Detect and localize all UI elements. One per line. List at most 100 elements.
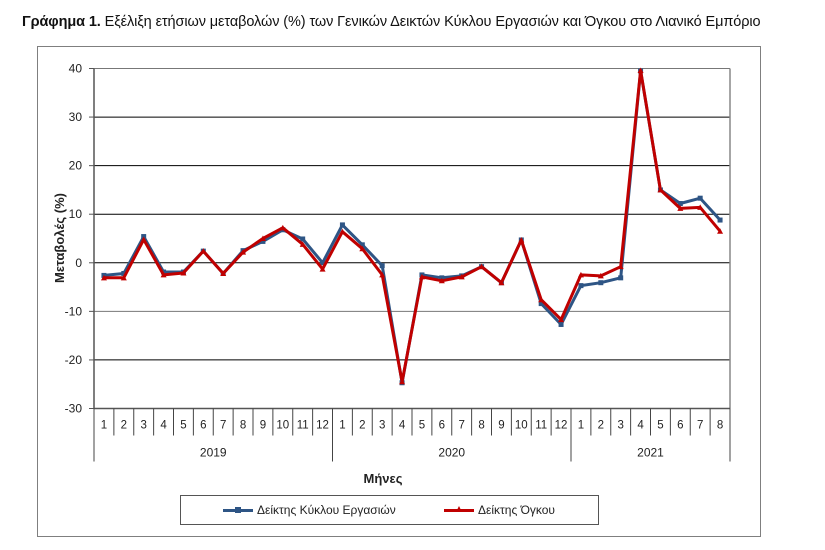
volume-data-point: [100, 274, 107, 281]
turnover-data-point: [558, 321, 564, 327]
volume-series-line-icon: [444, 505, 474, 512]
volume-data-point: [458, 273, 465, 280]
x-tick-label: 10: [276, 420, 289, 432]
volume-data-point: [657, 186, 664, 193]
volume-data-point: [399, 378, 406, 385]
volume-data-point: [240, 249, 247, 255]
x-tick-label: 3: [379, 420, 385, 432]
x-tick-label: 7: [220, 420, 226, 432]
x-tick-label: 11: [297, 420, 309, 432]
x-tick-label: 3: [617, 420, 623, 432]
volume-data-point: [637, 67, 644, 73]
volume-data-point: [200, 248, 207, 254]
volume-data-point: [359, 245, 366, 252]
y-tick-label: 0: [75, 256, 82, 270]
x-tick-label: 5: [180, 420, 186, 432]
x-tick-label: 12: [316, 420, 329, 432]
volume-data-point: [597, 272, 604, 279]
y-tick-label: 30: [69, 110, 83, 124]
y-tick-label: -20: [65, 353, 83, 367]
x-tick-label: 1: [101, 420, 107, 432]
x-tick-label: 8: [717, 420, 723, 432]
volume-data-point: [617, 263, 624, 270]
chart-frame: [37, 46, 761, 537]
volume-data-point: [518, 236, 525, 243]
x-tick-label: 11: [535, 420, 547, 432]
x-tick-label: 6: [439, 420, 445, 432]
turnover-data-point: [618, 275, 624, 281]
volume-data-point: [339, 228, 346, 235]
y-tick-label: 10: [69, 207, 83, 221]
volume-data-point: [140, 236, 147, 242]
year-label: 2019: [200, 446, 227, 460]
x-tick-label: 2: [121, 420, 127, 432]
turnover-data-point: [697, 195, 703, 201]
volume-data-point: [438, 277, 445, 284]
year-label: 2021: [637, 446, 664, 460]
chart-title-number: Γράφημα 1.: [22, 14, 101, 30]
volume-data-point: [498, 279, 505, 286]
turnover-data-point: [717, 217, 723, 223]
volume-data-point: [478, 263, 485, 270]
turnover-data-point: [320, 260, 326, 266]
volume-data-point: [717, 228, 724, 234]
volume-data-point: [180, 269, 187, 276]
x-tick-label: 5: [657, 420, 663, 432]
year-label: 2020: [438, 446, 465, 460]
legend-item-volume: Δείκτης Όγκου: [444, 503, 555, 517]
x-tick-label: 7: [697, 420, 703, 432]
x-axis-title: Μήνες: [364, 471, 403, 486]
volume-data-point: [379, 271, 386, 278]
x-tick-label: 2: [359, 420, 365, 432]
x-tick-label: 8: [240, 420, 246, 432]
volume-series-line: [103, 68, 722, 384]
volume-data-point: [677, 205, 684, 211]
volume-data-point: [538, 296, 545, 303]
square-marker-icon: [235, 507, 241, 513]
turnover-data-point: [121, 270, 127, 276]
x-tick-label: 6: [677, 420, 683, 432]
volume-data-point: [558, 316, 565, 323]
legend: Δείκτης Κύκλου Εργασιών Δείκτης Όγκου: [180, 495, 599, 525]
x-tick-label: 9: [260, 420, 266, 432]
legend-label-volume: Δείκτης Όγκου: [478, 503, 555, 517]
x-tick-label: 1: [578, 420, 584, 432]
volume-data-point: [279, 224, 286, 231]
y-axis-title: Μεταβολές (%): [52, 193, 67, 283]
turnover-data-point: [598, 280, 604, 286]
volume-data-point: [319, 266, 326, 272]
y-tick-label: -10: [65, 304, 83, 318]
y-tick-label: 20: [69, 159, 83, 173]
turnover-data-point: [359, 242, 365, 248]
legend-label-turnover: Δείκτης Κύκλου Εργασιών: [257, 503, 396, 517]
x-tick-label: 10: [515, 420, 528, 432]
turnover-series-line-icon: [223, 507, 253, 513]
x-tick-label: 6: [200, 420, 206, 432]
turnover-data-point: [260, 238, 266, 244]
turnover-data-point: [300, 236, 306, 242]
volume-data-point: [220, 270, 227, 276]
volume-data-point: [697, 204, 704, 210]
x-tick-label: 9: [498, 420, 504, 432]
x-tick-label: 12: [555, 420, 568, 432]
volume-data-point: [120, 274, 127, 281]
x-tick-label: 2: [598, 420, 604, 432]
turnover-data-point: [379, 263, 385, 269]
x-tick-label: 4: [637, 420, 644, 432]
chart-title: Γράφημα 1. Εξέλιξη ετήσιων μεταβολών (%)…: [22, 14, 761, 30]
volume-data-point: [259, 235, 266, 241]
legend-item-turnover: Δείκτης Κύκλου Εργασιών: [223, 503, 396, 517]
y-tick-label: 40: [69, 62, 83, 76]
turnover-data-point: [339, 222, 345, 228]
turnover-data-point: [538, 301, 544, 307]
volume-data-point: [577, 271, 584, 278]
y-tick-label: -30: [65, 402, 83, 416]
volume-data-point: [299, 241, 306, 247]
x-tick-label: 8: [478, 420, 484, 432]
volume-data-point: [160, 271, 167, 278]
x-tick-label: 3: [140, 420, 146, 432]
x-tick-label: 1: [339, 420, 345, 432]
x-tick-label: 4: [399, 420, 406, 432]
volume-data-point: [418, 273, 425, 280]
